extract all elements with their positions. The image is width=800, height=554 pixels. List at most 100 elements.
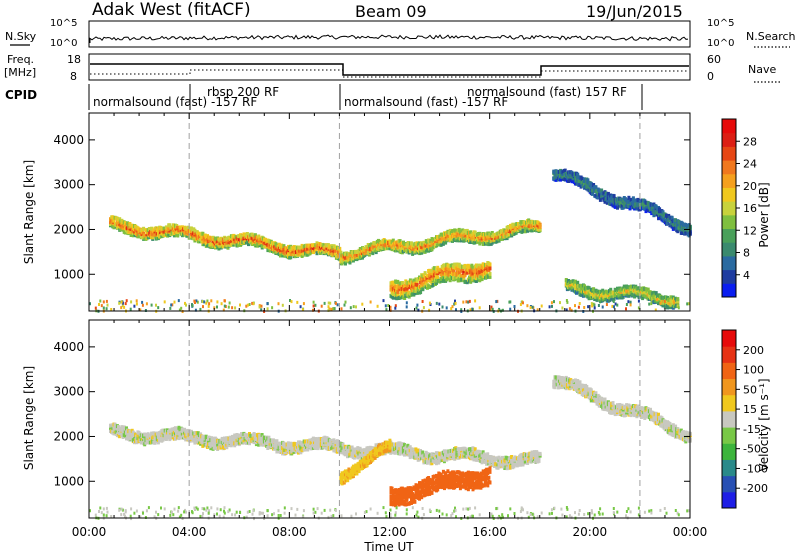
- heatmap-cell: [308, 438, 312, 443]
- heatmap-cell: [548, 305, 551, 309]
- heatmap-cell: [156, 440, 160, 445]
- heatmap-cell: [226, 245, 230, 250]
- heatmap-cell: [394, 304, 397, 308]
- heatmap-cell: [196, 231, 200, 236]
- heatmap-cell: [488, 266, 492, 271]
- heatmap-cell: [461, 228, 465, 233]
- heatmap-cell: [672, 222, 676, 227]
- heatmap-cell: [468, 299, 471, 303]
- heatmap-cell: [204, 434, 208, 439]
- heatmap-cell: [444, 240, 448, 245]
- heatmap-cell: [209, 245, 213, 249]
- heatmap-cell: [674, 218, 678, 223]
- heatmap-cell: [389, 305, 392, 309]
- heatmap-cell: [129, 307, 132, 311]
- heatmap-cell: [315, 241, 319, 246]
- heatmap-cell: [135, 302, 138, 306]
- heatmap-cell: [415, 306, 418, 310]
- heatmap-cell: [587, 296, 591, 301]
- heatmap-cell: [437, 242, 441, 247]
- heatmap-cell: [178, 308, 181, 312]
- heatmap-cell: [433, 272, 437, 277]
- heatmap-cell: [201, 300, 204, 303]
- heatmap-cell: [477, 263, 481, 268]
- heatmap-cell: [334, 301, 337, 305]
- noise-right-tick-top: 10^5: [707, 18, 734, 29]
- heatmap-cell: [280, 243, 284, 248]
- heatmap-cell: [669, 295, 673, 300]
- heatmap-cell: [491, 307, 494, 311]
- heatmap-cell: [676, 304, 679, 308]
- heatmap-cell: [94, 306, 97, 310]
- cpid-segment-3: normalsound (fast) -157 RF: [344, 95, 508, 109]
- heatmap-cell: [206, 299, 209, 303]
- heatmap-cell: [410, 285, 413, 290]
- heatmap-cell: [594, 185, 598, 190]
- heatmap-cell: [194, 308, 197, 312]
- heatmap-cell: [598, 197, 602, 202]
- noise-left-tick-top: 10^5: [50, 18, 77, 29]
- heatmap-cell: [509, 300, 512, 304]
- heatmap-cell: [193, 433, 197, 438]
- heatmap-cell: [352, 455, 356, 460]
- heatmap-cell: [173, 300, 176, 304]
- heatmap-cell: [225, 445, 229, 450]
- heatmap-cell: [315, 251, 319, 256]
- heatmap-cell: [661, 210, 665, 215]
- heatmap-cell: [143, 432, 147, 437]
- noise-sky-line: [89, 34, 689, 43]
- y-tick-label: 1000: [53, 267, 84, 281]
- heatmap-cell: [252, 302, 255, 306]
- heatmap-cell: [665, 217, 668, 222]
- heatmap-cell: [267, 435, 271, 440]
- heatmap-cell: [490, 305, 493, 309]
- heatmap-cell: [192, 438, 196, 442]
- heatmap-cell: [111, 215, 115, 220]
- heatmap-cell: [663, 300, 666, 303]
- heatmap-cell: [412, 278, 416, 283]
- heatmap-cell: [385, 308, 388, 312]
- heatmap-cell: [163, 300, 166, 304]
- heatmap-cell: [538, 223, 542, 228]
- heatmap-cell: [222, 308, 225, 312]
- heatmap-cell: [397, 445, 401, 449]
- heatmap-cell: [120, 306, 123, 310]
- heatmap-cell: [265, 443, 269, 448]
- heatmap-cell: [670, 215, 674, 220]
- heatmap-cell: [369, 300, 372, 304]
- heatmap-cell: [460, 273, 464, 278]
- heatmap-cell: [407, 452, 411, 457]
- heatmap-cell: [169, 306, 172, 310]
- heatmap-cell: [414, 447, 418, 452]
- heatmap-cell: [452, 272, 456, 276]
- heatmap-cell: [606, 191, 610, 196]
- heatmap-cell: [422, 306, 425, 310]
- heatmap-cell: [100, 304, 103, 308]
- heatmap-cell: [469, 308, 472, 312]
- power-y-label: Slant Range [km]: [22, 160, 36, 264]
- heatmap-cell: [99, 299, 102, 303]
- freq-label-2: [MHz]: [4, 66, 36, 79]
- heatmap-cell: [125, 299, 128, 303]
- heatmap-cell: [231, 434, 234, 439]
- cpid-segment-1: normalsound (fast) -157 RF: [93, 95, 257, 109]
- heatmap-cell: [389, 308, 392, 312]
- heatmap-cell: [343, 303, 346, 307]
- heatmap-cell: [155, 303, 157, 307]
- heatmap-cell: [169, 228, 173, 233]
- heatmap-cell: [355, 305, 357, 309]
- heatmap-cell: [478, 306, 481, 310]
- heatmap-cell: [194, 301, 196, 304]
- heatmap-cell: [139, 308, 142, 312]
- heatmap-cell: [580, 176, 584, 181]
- heatmap-cell: [392, 281, 396, 286]
- heatmap-cell: [327, 305, 330, 309]
- heatmap-cell: [102, 300, 105, 304]
- heatmap-cell: [169, 225, 173, 230]
- heatmap-cell: [561, 306, 564, 310]
- heatmap-cell: [333, 307, 336, 311]
- heatmap-cell: [176, 225, 180, 230]
- heatmap-cell: [118, 217, 122, 222]
- heatmap-cell: [333, 248, 337, 253]
- heatmap-cell: [629, 303, 632, 307]
